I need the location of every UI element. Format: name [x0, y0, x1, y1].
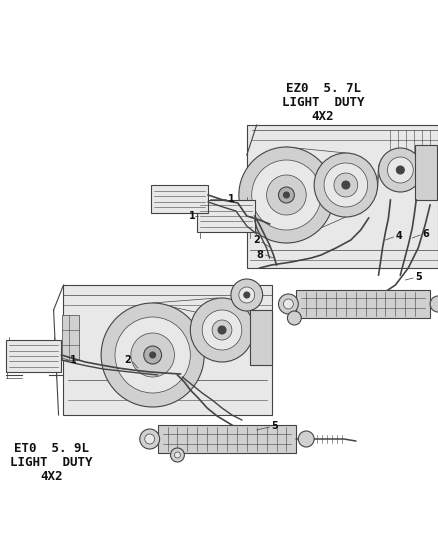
- Text: 8: 8: [257, 250, 264, 260]
- Circle shape: [298, 431, 314, 447]
- Circle shape: [202, 310, 242, 350]
- Bar: [151, 185, 208, 213]
- Text: 5: 5: [415, 272, 422, 282]
- Polygon shape: [247, 125, 438, 268]
- Text: 4X2: 4X2: [40, 470, 63, 482]
- Circle shape: [239, 147, 334, 243]
- Circle shape: [378, 148, 422, 192]
- Circle shape: [131, 333, 174, 377]
- Circle shape: [334, 173, 358, 197]
- Text: LIGHT  DUTY: LIGHT DUTY: [282, 95, 364, 109]
- Circle shape: [267, 175, 306, 215]
- Circle shape: [144, 346, 162, 364]
- Circle shape: [191, 298, 254, 362]
- Text: 1: 1: [188, 211, 195, 221]
- Circle shape: [174, 452, 180, 458]
- Text: 4: 4: [396, 231, 402, 241]
- Circle shape: [279, 294, 298, 314]
- Circle shape: [218, 326, 226, 334]
- Circle shape: [145, 434, 155, 444]
- Text: 4X2: 4X2: [312, 109, 334, 123]
- Circle shape: [388, 157, 413, 183]
- Text: 1: 1: [228, 194, 235, 204]
- Circle shape: [252, 160, 321, 230]
- Text: 1: 1: [71, 355, 77, 365]
- Text: LIGHT  DUTY: LIGHT DUTY: [11, 456, 93, 469]
- Circle shape: [170, 448, 184, 462]
- Circle shape: [283, 299, 293, 309]
- Circle shape: [212, 320, 232, 340]
- Text: EZ0  5. 7L: EZ0 5. 7L: [286, 82, 360, 94]
- Bar: [415, 145, 437, 200]
- Circle shape: [283, 192, 290, 198]
- Text: 2: 2: [253, 235, 260, 245]
- Text: 6: 6: [422, 229, 429, 239]
- Circle shape: [396, 166, 404, 174]
- Circle shape: [324, 163, 367, 207]
- Circle shape: [140, 429, 159, 449]
- Bar: [297, 290, 430, 318]
- Circle shape: [244, 292, 250, 298]
- Circle shape: [287, 311, 301, 325]
- Bar: [197, 200, 255, 232]
- Circle shape: [231, 279, 263, 311]
- Circle shape: [430, 296, 438, 312]
- Circle shape: [101, 303, 204, 407]
- Polygon shape: [64, 285, 272, 415]
- Text: 2: 2: [124, 355, 131, 365]
- Bar: [158, 425, 297, 453]
- Circle shape: [279, 187, 294, 203]
- Circle shape: [342, 181, 350, 189]
- Circle shape: [314, 153, 378, 217]
- Bar: [6, 340, 60, 372]
- Text: 5: 5: [272, 421, 278, 431]
- Text: ET0  5. 9L: ET0 5. 9L: [14, 441, 89, 455]
- Circle shape: [150, 352, 155, 358]
- Circle shape: [239, 287, 255, 303]
- Bar: [250, 310, 272, 365]
- Bar: [61, 315, 79, 360]
- Circle shape: [115, 317, 191, 393]
